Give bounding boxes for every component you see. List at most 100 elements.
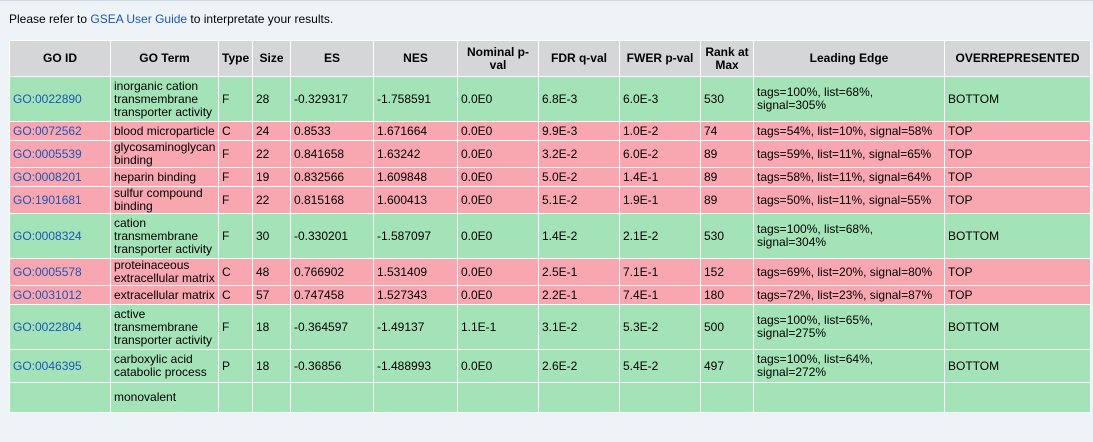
go-id-link[interactable]: GO:0072562 (13, 123, 82, 138)
table-row: GO:0008324 cation transmembrane transport… (9, 213, 1091, 259)
cell-nes: -1.758591 (373, 76, 458, 122)
cell-rank-at-max: 180 (700, 285, 754, 305)
cell-fdr-qval: 3.1E-2 (538, 304, 620, 350)
cell-fwer-pval: 7.1E-1 (619, 258, 701, 286)
cell-fwer-pval: 1.0E-2 (619, 121, 701, 141)
header-row: GO ID GO Term Type Size ES NES Nominal p… (9, 40, 1091, 77)
cell-leading-edge: tags=72%, list=23%, signal=87% (753, 285, 945, 305)
cell-type (218, 382, 253, 413)
cell-overrepresented: TOP (944, 167, 1091, 187)
col-header-rank-at-max: Rank at Max (700, 40, 754, 77)
go-id-link[interactable]: GO:0022804 (13, 319, 82, 334)
cell-type: P (218, 349, 253, 383)
cell-nominal-pval: 0.0E0 (457, 285, 539, 305)
cell-type: F (218, 213, 253, 259)
cell-go-id: GO:0005578 (9, 258, 111, 286)
cell-go-term: heparin binding (110, 167, 219, 187)
cell-leading-edge: tags=100%, list=68%, signal=304% (753, 213, 945, 259)
cell-rank-at-max (700, 382, 754, 413)
cell-go-id: GO:0022804 (9, 304, 111, 350)
col-header-go-term: GO Term (110, 40, 219, 77)
cell-nes (373, 382, 458, 413)
go-id-link[interactable]: GO:0022890 (13, 91, 82, 106)
cell-fwer-pval (619, 382, 701, 413)
cell-go-id: GO:0046395 (9, 349, 111, 383)
cell-nes: 1.63242 (373, 140, 458, 168)
go-id-link[interactable]: GO:0046395 (13, 358, 82, 373)
intro-prefix: Please refer to (9, 12, 91, 26)
table-row: GO:0022804 active transmembrane transport… (9, 304, 1091, 350)
cell-type: F (218, 304, 253, 350)
cell-go-term: cation transmembrane transporter activit… (110, 213, 219, 259)
cell-go-id: GO:0008201 (9, 167, 111, 187)
cell-go-term: blood microparticle (110, 121, 219, 141)
cell-rank-at-max: 89 (700, 186, 754, 214)
cell-type: C (218, 121, 253, 141)
cell-leading-edge: tags=59%, list=11%, signal=65% (753, 140, 945, 168)
gsea-user-guide-link[interactable]: GSEA User Guide (90, 12, 188, 26)
cell-nominal-pval: 0.0E0 (457, 349, 539, 383)
cell-go-id (9, 382, 111, 413)
cell-go-term: sulfur compound binding (110, 186, 219, 214)
intro-suffix: to interpretate your results. (187, 12, 334, 26)
cell-fwer-pval: 5.4E-2 (619, 349, 701, 383)
go-id-link[interactable]: GO:1901681 (13, 192, 82, 207)
col-header-es: ES (290, 40, 374, 77)
cell-type: F (218, 76, 253, 122)
go-id-link[interactable]: GO:0005539 (13, 146, 82, 161)
cell-es: -0.364597 (290, 304, 374, 350)
cell-rank-at-max: 497 (700, 349, 754, 383)
cell-go-term: inorganic cation transmembrane transport… (110, 76, 219, 122)
col-header-type: Type (218, 40, 253, 77)
cell-es: 0.815168 (290, 186, 374, 214)
table-row: monovalent (9, 382, 1091, 413)
cell-fwer-pval: 2.1E-2 (619, 213, 701, 259)
go-id-link[interactable]: GO:0008201 (13, 169, 82, 184)
cell-leading-edge: tags=58%, list=11%, signal=64% (753, 167, 945, 187)
table-row: GO:0072562 blood microparticle C 24 0.8533 1.… (9, 121, 1091, 141)
col-header-nominal-pval: Nominal p-val (457, 40, 539, 77)
go-id-link[interactable]: GO:0005578 (13, 264, 82, 279)
cell-nominal-pval: 1.1E-1 (457, 304, 539, 350)
cell-size (252, 382, 291, 413)
table-row: GO:0005578 proteinaceous extracellular ma… (9, 258, 1091, 286)
cell-rank-at-max: 89 (700, 167, 754, 187)
cell-nes: 1.600413 (373, 186, 458, 214)
cell-nes: 1.609848 (373, 167, 458, 187)
cell-nes: -1.49137 (373, 304, 458, 350)
cell-nominal-pval (457, 382, 539, 413)
cell-fwer-pval: 7.4E-1 (619, 285, 701, 305)
cell-go-term: monovalent (110, 382, 219, 413)
cell-nominal-pval: 0.0E0 (457, 121, 539, 141)
cell-size: 30 (252, 213, 291, 259)
cell-nominal-pval: 0.0E0 (457, 186, 539, 214)
results-body: GO:0022890 inorganic cation transmembrane… (9, 76, 1091, 413)
cell-rank-at-max: 152 (700, 258, 754, 286)
cell-overrepresented: TOP (944, 258, 1091, 286)
col-header-go-id: GO ID (9, 40, 111, 77)
go-id-link[interactable]: GO:0031012 (13, 287, 82, 302)
cell-size: 28 (252, 76, 291, 122)
cell-go-term: extracellular matrix (110, 285, 219, 305)
cell-fdr-qval: 2.5E-1 (538, 258, 620, 286)
cell-es: 0.832566 (290, 167, 374, 187)
cell-go-id: GO:0008324 (9, 213, 111, 259)
cell-size: 18 (252, 304, 291, 350)
cell-go-id: GO:1901681 (9, 186, 111, 214)
cell-type: C (218, 258, 253, 286)
cell-leading-edge: tags=100%, list=68%, signal=305% (753, 76, 945, 122)
cell-fdr-qval: 5.0E-2 (538, 167, 620, 187)
cell-size: 22 (252, 140, 291, 168)
gsea-results-table: GO ID GO Term Type Size ES NES Nominal p… (9, 40, 1091, 413)
cell-leading-edge: tags=69%, list=20%, signal=80% (753, 258, 945, 286)
cell-go-term: glycosaminoglycan binding (110, 140, 219, 168)
cell-rank-at-max: 74 (700, 121, 754, 141)
cell-overrepresented: TOP (944, 186, 1091, 214)
cell-es: 0.8533 (290, 121, 374, 141)
go-id-link[interactable]: GO:0008324 (13, 228, 82, 243)
cell-leading-edge: tags=100%, list=64%, signal=272% (753, 349, 945, 383)
cell-type: F (218, 140, 253, 168)
cell-fwer-pval: 5.3E-2 (619, 304, 701, 350)
cell-fdr-qval (538, 382, 620, 413)
cell-overrepresented: BOTTOM (944, 304, 1091, 350)
